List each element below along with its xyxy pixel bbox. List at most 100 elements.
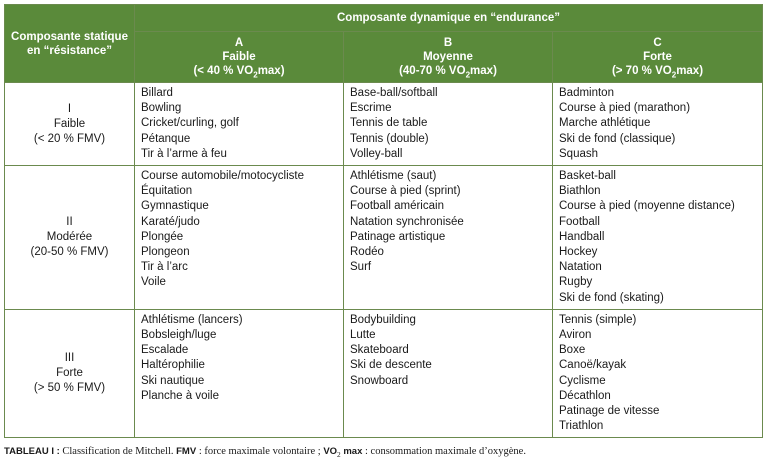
sport-list: Bodybuilding Lutte Skateboard Ski de descen… [350,313,552,389]
sport-item: Planche à voile [141,389,219,402]
sport-list: Base-ball/softball Escrime Tennis de table… [350,86,552,162]
table-row: I Faible (< 20 % FMV) Billard Bowling Cricket… [4,81,763,167]
sport-item: Surf [350,261,372,274]
sport-cell: Basket-ball Biathlon Course à pied (moyenn… [552,165,763,310]
sport-item: Base-ball/softball [350,87,438,99]
row-header-roman: II [66,215,73,228]
sport-item: Volley-ball [350,147,403,160]
column-header-b: B Moyenne (40-70 % VO2max) [343,31,553,83]
column-header-a: A Faible (< 40 % VO2max) [134,31,344,83]
sport-cell: Course automobile/motocycliste Équitation… [134,165,344,310]
sport-item: Skateboard [350,344,409,357]
row-header-name: Modérée [46,230,93,243]
sport-list: Badminton Course à pied (marathon) Marche … [559,86,762,162]
sport-item: Course à pied (moyenne distance) [559,200,735,213]
row-header: III Forte (> 50 % FMV) [4,308,135,439]
sport-list: Athlétisme (saut) Course à pied (sprint) F… [350,169,552,275]
column-range: (40-70 % VO2max) [399,65,497,80]
sport-item: Badminton [559,87,614,99]
sport-item: Athlétisme (lancers) [141,313,243,326]
sport-cell: Tennis (simple) Aviron Boxe Canoë/kayak Cycl… [552,308,763,439]
sport-item: Pétanque [141,132,191,145]
sport-item: Natation [559,261,602,274]
column-name: Faible [222,51,256,63]
row-header-range: (20-50 % FMV) [30,245,109,258]
sport-item: Cyclisme [559,374,606,387]
sport-item: Boxe [559,344,586,357]
sport-item: Ski de fond (classique) [559,132,676,145]
sport-item: Voile [141,276,166,289]
row-header-name: Faible [53,117,86,130]
sport-item: Décathlon [559,389,611,402]
sport-item: Football américain [350,200,444,213]
sport-item: Canoë/kayak [559,359,627,372]
sport-item: Natation synchronisée [350,215,464,228]
mitchell-classification-table: Composante statique en “résistance” Comp… [4,4,763,439]
sport-item: Handball [559,230,605,243]
sport-item: Snowboard [350,374,409,387]
sport-cell: Billard Bowling Cricket/curling, golf Pétan… [134,81,344,167]
sport-cell: Bodybuilding Lutte Skateboard Ski de descen… [343,308,553,439]
sport-list: Tennis (simple) Aviron Boxe Canoë/kayak Cycl… [559,313,762,435]
sport-item: Marche athlétique [559,117,651,130]
sport-item: Haltérophilie [141,359,205,372]
row-header-range: (< 20 % FMV) [33,132,106,145]
sport-item: Patinage de vitesse [559,405,660,418]
sport-item: Tir à l’arme à feu [141,147,227,160]
sport-item: Bodybuilding [350,313,416,326]
sport-item: Karaté/judo [141,215,200,228]
row-header-name: Forte [56,367,83,380]
sport-item: Biathlon [559,185,601,198]
sport-cell: Athlétisme (saut) Course à pied (sprint) F… [343,165,553,310]
sport-list: Billard Bowling Cricket/curling, golf Pétan… [141,86,343,162]
sport-item: Cricket/curling, golf [141,117,239,130]
sport-item: Course à pied (marathon) [559,102,691,115]
row-header-roman: III [64,352,75,365]
row-header: II Modérée (20-50 % FMV) [4,165,135,310]
sport-list: Basket-ball Biathlon Course à pied (moyenn… [559,169,762,306]
sport-item: Bobsleigh/luge [141,329,217,342]
sport-item: Plongeon [141,246,190,259]
column-name: Moyenne [423,51,473,63]
row-header-range: (> 50 % FMV) [33,382,106,395]
sport-item: Squash [559,147,599,160]
sport-cell: Athlétisme (lancers) Bobsleigh/luge Escala… [134,308,344,439]
sport-item: Tennis (double) [350,132,429,145]
sport-item: Ski nautique [141,374,205,387]
sport-item: Course automobile/motocycliste [141,170,304,183]
sport-list: Athlétisme (lancers) Bobsleigh/luge Escala… [141,313,343,404]
sport-item: Tir à l’arc [141,261,188,274]
sport-item: Escalade [141,344,189,357]
sport-item: Ski de fond (skating) [559,291,664,304]
sport-item: Billard [141,87,173,99]
sport-item: Football [559,215,600,228]
sport-item: Bowling [141,102,182,115]
sport-cell: Base-ball/softball Escrime Tennis de table… [343,81,553,167]
sport-item: Rodéo [350,246,384,259]
sport-item: Triathlon [559,420,604,433]
dynamic-component-header: Composante dynamique en “endurance” [134,4,763,32]
sport-item: Tennis de table [350,117,428,130]
column-letter: C [653,37,662,49]
sport-item: Basket-ball [559,170,616,183]
sport-item: Aviron [559,329,592,342]
sport-item: Tennis (simple) [559,313,637,326]
sport-list: Course automobile/motocycliste Équitation… [141,169,343,291]
column-header-c: C Forte (> 70 % VO2max) [552,31,763,83]
column-range: (< 40 % VO2max) [193,65,285,80]
table-row: III Forte (> 50 % FMV) Athlétisme (lancers)… [4,308,763,439]
sport-item: Course à pied (sprint) [350,185,461,198]
sport-item: Athlétisme (saut) [350,170,437,183]
column-range: (> 70 % VO2max) [611,65,704,80]
sport-item: Plongée [141,230,184,243]
table-caption: TABLEAU I : Classification de Mitchell. … [4,446,526,460]
sport-item: Hockey [559,246,598,259]
sport-cell: Badminton Course à pied (marathon) Marche … [552,81,763,167]
column-letter: B [443,37,453,49]
sport-item: Escrime [350,102,392,115]
table-body: I Faible (< 20 % FMV) Billard Bowling Cricket… [4,81,763,439]
corner-header: Composante statique en “résistance” [4,4,135,83]
sport-item: Gymnastique [141,200,209,213]
column-letter: A [234,37,244,49]
sport-item: Patinage artistique [350,230,446,243]
